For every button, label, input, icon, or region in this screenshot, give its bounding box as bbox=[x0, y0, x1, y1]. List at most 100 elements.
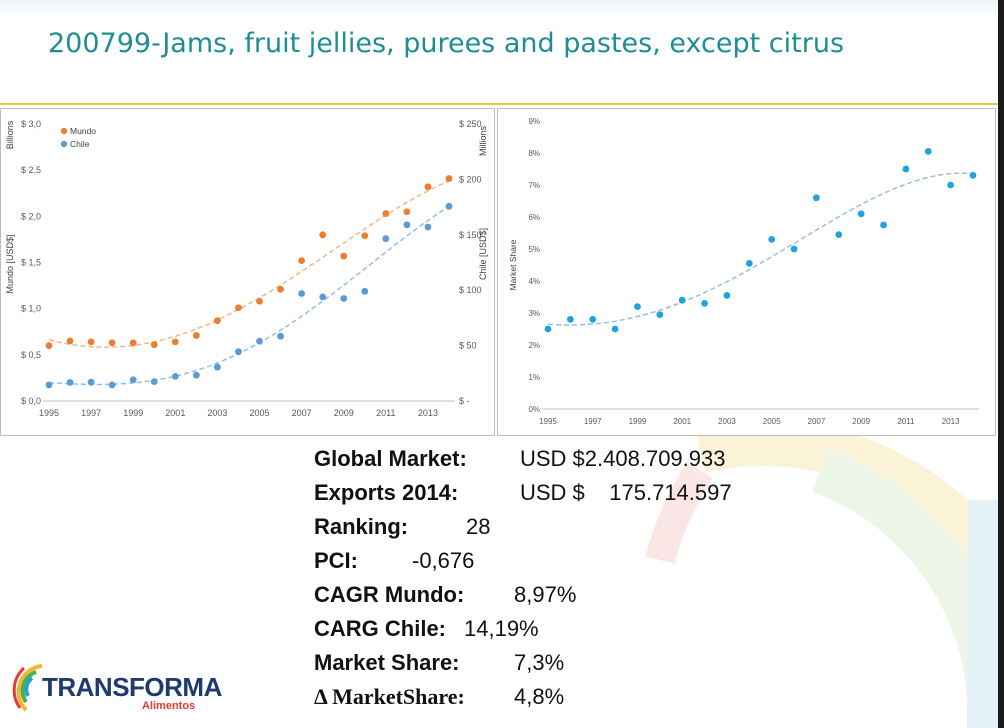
market-share-chart-svg: 0% 1% 2% 3% 4% 5% 6% 7% 8% 9% 1995 1997 1999 2001 2003… bbox=[508, 117, 979, 426]
legend-mundo-label: Mundo bbox=[70, 126, 96, 136]
chile-point bbox=[108, 381, 116, 389]
mundo-point bbox=[129, 339, 137, 347]
stat-label: Ranking: bbox=[314, 514, 409, 539]
market-share-point bbox=[634, 303, 641, 310]
window-edge bbox=[998, 0, 1004, 728]
market-share-point bbox=[656, 311, 664, 318]
y-right-tick-label: $ - bbox=[459, 396, 470, 406]
y-tick-label: 8% bbox=[528, 149, 540, 158]
market-share-point bbox=[813, 194, 820, 202]
market-share-point bbox=[857, 210, 865, 218]
chile-point bbox=[129, 376, 137, 384]
y-tick-label: 6% bbox=[528, 213, 540, 222]
mundo-point bbox=[445, 175, 453, 182]
stat-value: 14,19% bbox=[464, 616, 539, 641]
chile-trendline bbox=[48, 206, 450, 386]
legend-chile-marker bbox=[60, 140, 68, 148]
stat-label: Market Share: bbox=[314, 650, 460, 675]
mundo-point bbox=[424, 183, 432, 191]
y-left-tick-label: $ 3,0 bbox=[21, 119, 41, 129]
mundo-point bbox=[66, 337, 74, 345]
market-share-point bbox=[589, 316, 597, 323]
x-tick-label: 2001 bbox=[673, 417, 691, 426]
legend-chile-label: Chile bbox=[70, 139, 90, 149]
stat-value: -0,676 bbox=[412, 548, 475, 573]
stat-value: 7,3% bbox=[514, 650, 565, 675]
mundo-point bbox=[150, 341, 158, 349]
market-share-trendline bbox=[547, 172, 974, 326]
stat-value: 28 bbox=[466, 514, 491, 539]
chile-point bbox=[150, 378, 158, 386]
chile-point bbox=[340, 295, 348, 302]
y-tick-label: 9% bbox=[528, 117, 540, 126]
x-tick-label: 2013 bbox=[942, 417, 960, 426]
stat-label: Global Market: bbox=[314, 446, 467, 471]
chile-point bbox=[298, 290, 306, 297]
market-share-point bbox=[768, 236, 776, 243]
market-share-point bbox=[902, 165, 910, 173]
stat-label: CARG Chile: bbox=[314, 616, 446, 641]
mundo-point bbox=[298, 257, 306, 265]
market-share-point bbox=[969, 172, 977, 179]
stat-value: USD $ 175.714.597 bbox=[520, 480, 732, 505]
x-tick-label: 1995 bbox=[39, 408, 59, 418]
y-left-tick-label: $ 2,0 bbox=[21, 211, 41, 221]
y-right-axis-title: Chile [USD$] bbox=[478, 228, 488, 280]
market-share-point bbox=[947, 181, 955, 189]
chile-point bbox=[361, 287, 369, 295]
y-right-unit-label: Millions bbox=[478, 126, 488, 157]
chile-point bbox=[445, 202, 453, 210]
market-share-point bbox=[723, 292, 731, 299]
chile-point bbox=[319, 293, 327, 301]
page-title: 200799-Jams, fruit jellies, purees and p… bbox=[48, 28, 845, 59]
y-left-tick-label: $ 1,0 bbox=[21, 304, 41, 314]
y-right-tick-label: $ 150 bbox=[459, 230, 482, 240]
y-right-tick-label: $ 250 bbox=[459, 119, 482, 129]
market-share-point bbox=[924, 148, 932, 155]
mundo-point bbox=[108, 339, 116, 347]
x-tick-label: 2011 bbox=[897, 417, 915, 426]
mundo-point bbox=[171, 338, 179, 346]
mundo-chile-chart: $ 0,0 $ 0,5 $ 1,0 $ 1,5 $ 2,0 $ 2,5 $ 3,0 $ - $ … bbox=[0, 108, 495, 436]
y-right-tick-label: $ 100 bbox=[459, 285, 482, 295]
x-tick-label: 2003 bbox=[718, 417, 736, 426]
market-share-point bbox=[678, 296, 686, 304]
chile-point bbox=[403, 221, 411, 229]
x-tick-label: 2009 bbox=[852, 417, 870, 426]
chile-point bbox=[382, 235, 390, 243]
stat-value: 8,97% bbox=[514, 582, 577, 607]
x-tick-label: 2013 bbox=[418, 408, 438, 418]
y-tick-label: 0% bbox=[528, 405, 540, 414]
y-left-unit-label: Billions bbox=[5, 120, 15, 149]
chile-point bbox=[87, 378, 95, 386]
mundo-point bbox=[45, 342, 53, 349]
market-share-point bbox=[880, 221, 887, 229]
x-tick-label: 2011 bbox=[376, 408, 395, 418]
market-share-point bbox=[566, 316, 574, 323]
chile-point bbox=[424, 223, 432, 231]
chile-point bbox=[214, 363, 221, 371]
chile-point bbox=[235, 348, 242, 356]
x-tick-label: 2007 bbox=[808, 417, 826, 426]
market-share-point bbox=[790, 245, 798, 253]
x-tick-label: 2009 bbox=[334, 408, 354, 418]
x-tick-label: 1995 bbox=[539, 417, 557, 426]
x-tick-label: 2003 bbox=[207, 408, 227, 418]
y-tick-label: 1% bbox=[528, 373, 540, 382]
y-left-axis-title: Mundo [USD$] bbox=[5, 234, 15, 293]
x-tick-label: 2001 bbox=[165, 408, 185, 418]
y-axis-title: Market Share bbox=[508, 239, 518, 290]
mundo-point bbox=[192, 332, 200, 339]
mundo-point bbox=[340, 252, 348, 260]
y-right-tick-label: $ 50 bbox=[459, 341, 477, 351]
mundo-point bbox=[382, 210, 390, 217]
chile-point bbox=[45, 381, 53, 389]
stat-label: Exports 2014: bbox=[314, 480, 459, 505]
y-right-tick-label: $ 200 bbox=[459, 174, 482, 184]
chile-point bbox=[171, 373, 179, 380]
stat-value: 4,8% bbox=[514, 684, 565, 709]
logo-name: TRANSFORMA bbox=[42, 672, 222, 702]
mundo-point bbox=[256, 297, 263, 305]
market-share-chart: 0% 1% 2% 3% 4% 5% 6% 7% 8% 9% 1995 1997 1999 2001 2003… bbox=[497, 108, 996, 436]
